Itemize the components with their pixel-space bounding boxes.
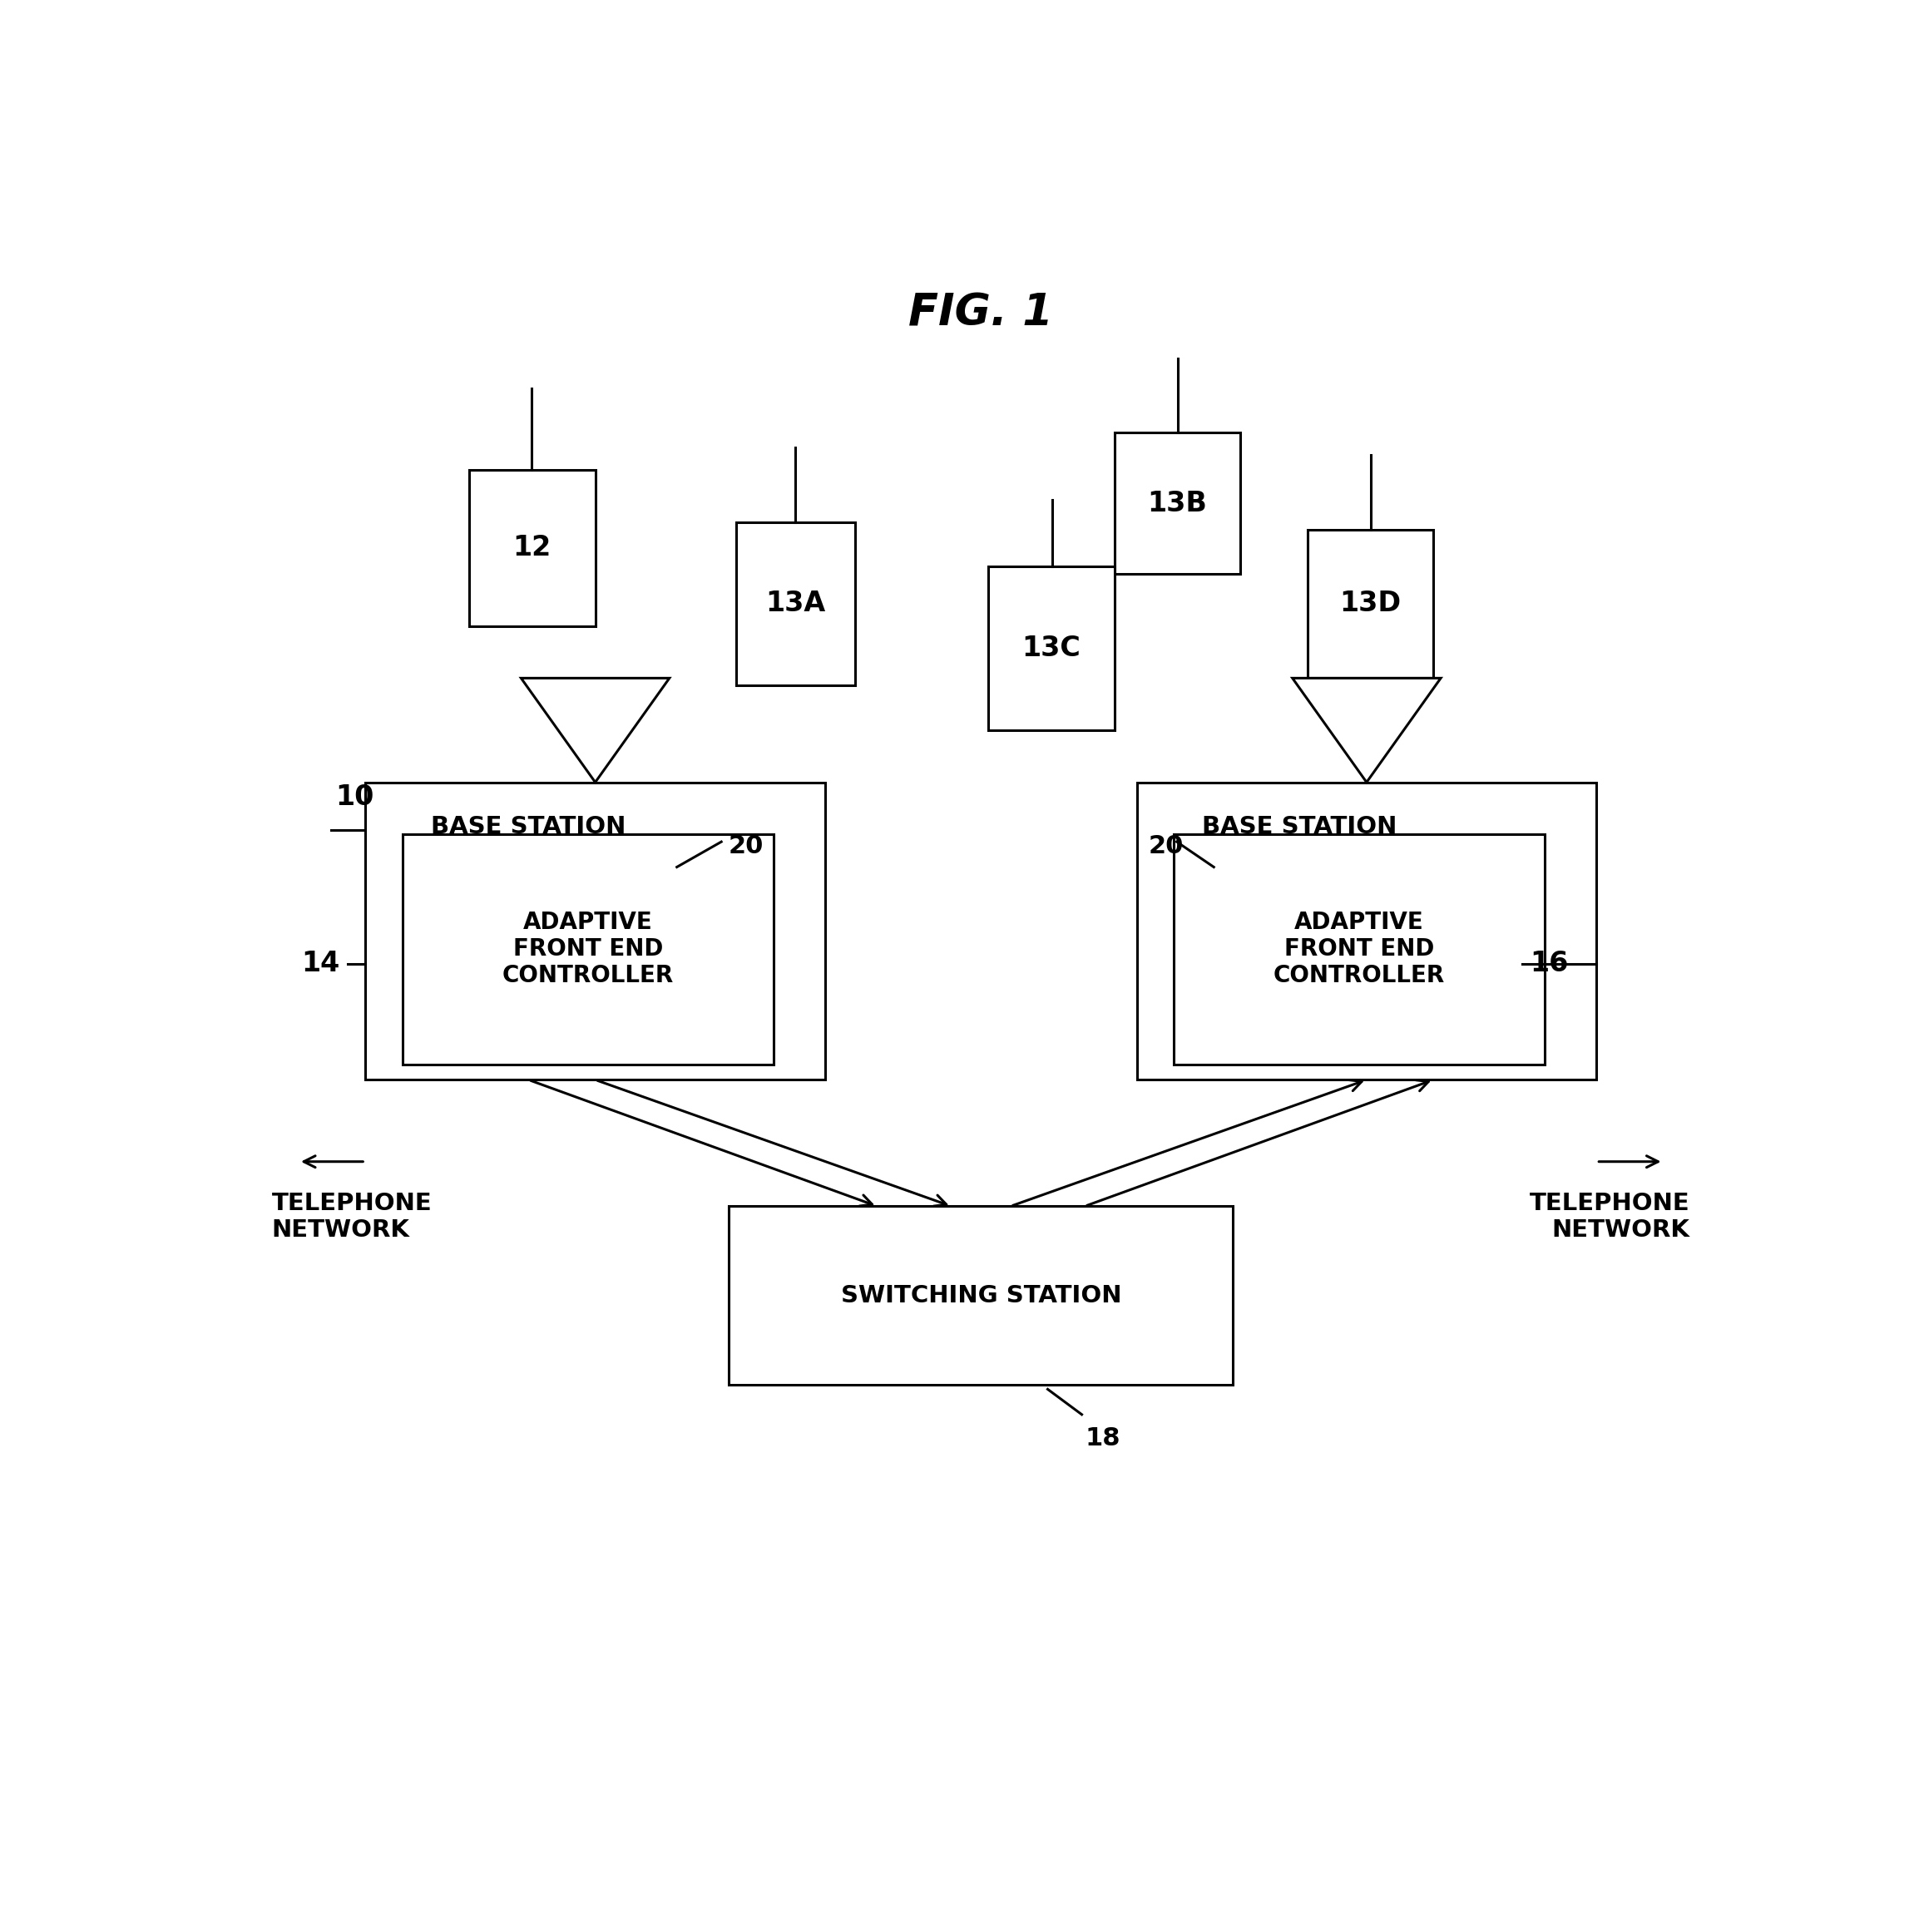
- Text: BASE STATION: BASE STATION: [1202, 815, 1397, 838]
- Bar: [469, 469, 595, 626]
- Text: 16: 16: [1529, 951, 1568, 978]
- Text: ADAPTIVE
FRONT END
CONTROLLER: ADAPTIVE FRONT END CONTROLLER: [1273, 910, 1445, 987]
- Text: 10: 10: [335, 782, 375, 811]
- Text: 13C: 13C: [1022, 634, 1081, 663]
- Bar: [402, 835, 773, 1065]
- Text: 14: 14: [302, 951, 341, 978]
- Bar: [1307, 529, 1434, 678]
- Bar: [366, 782, 825, 1080]
- Text: FIG. 1: FIG. 1: [909, 292, 1053, 334]
- Polygon shape: [521, 678, 670, 782]
- Text: 20: 20: [729, 835, 764, 858]
- Bar: [729, 1206, 1233, 1385]
- Text: 13D: 13D: [1340, 589, 1401, 618]
- Text: ADAPTIVE
FRONT END
CONTROLLER: ADAPTIVE FRONT END CONTROLLER: [501, 910, 674, 987]
- Text: BASE STATION: BASE STATION: [431, 815, 626, 838]
- Text: TELEPHONE
NETWORK: TELEPHONE NETWORK: [1529, 1192, 1690, 1242]
- Bar: [1114, 433, 1240, 574]
- Polygon shape: [1292, 678, 1441, 782]
- Text: SWITCHING STATION: SWITCHING STATION: [840, 1285, 1122, 1308]
- Bar: [1173, 835, 1545, 1065]
- Text: 13B: 13B: [1148, 489, 1208, 518]
- Text: TELEPHONE
NETWORK: TELEPHONE NETWORK: [272, 1192, 433, 1242]
- Text: 18: 18: [1085, 1426, 1120, 1451]
- Bar: [988, 566, 1114, 730]
- Bar: [737, 522, 856, 686]
- Bar: [1137, 782, 1596, 1080]
- Text: 20: 20: [1148, 835, 1183, 858]
- Text: 12: 12: [513, 535, 551, 562]
- Text: 13A: 13A: [766, 589, 825, 618]
